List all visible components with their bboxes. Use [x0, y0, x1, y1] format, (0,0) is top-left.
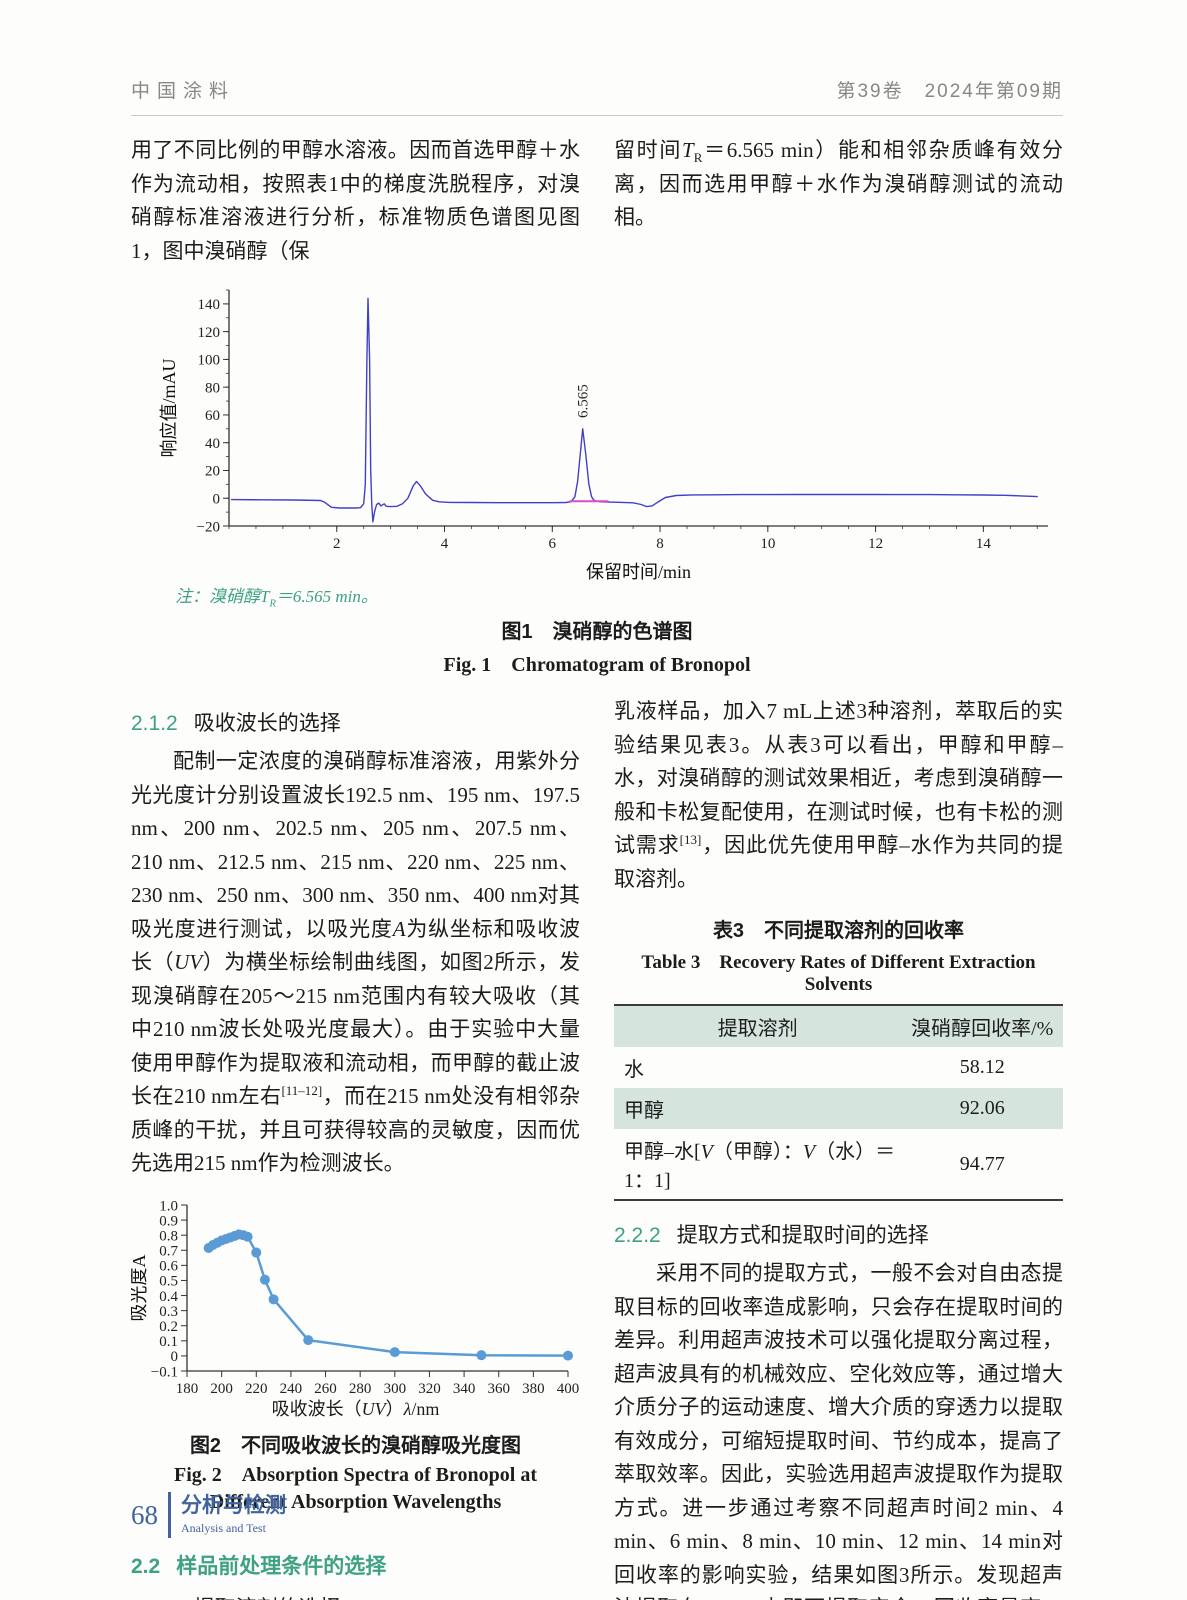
figure-1: −20 0 20 40 60 80 100 120 140 2 4 6 8 10 12 14 保留时间/min 响…	[131, 282, 1063, 677]
page-header: 中国涂料 第39卷 2024年第09期	[131, 0, 1063, 116]
paragraph-right-1: 乳液样品，加入7 mL上述3种溶剂，萃取后的实验结果见表3。从表3可以看出，甲醇…	[614, 699, 1063, 891]
paragraph-2-2-2: 采用不同的提取方式，一般不会对自由态提取目标的回收率造成影响，只会存在提取时间的…	[614, 1261, 1063, 1600]
journal-name: 中国涂料	[131, 81, 236, 102]
right-column: 乳液样品，加入7 mL上述3种溶剂，萃取后的实验结果见表3。从表3可以看出，甲醇…	[614, 695, 1063, 1600]
svg-text:360: 360	[487, 1381, 510, 1397]
section-title: 提取方式和提取时间的选择	[676, 1224, 929, 1247]
footer-section-cn: 分析与检测	[181, 1494, 286, 1518]
svg-text:10: 10	[760, 536, 775, 552]
table-header-row: 提取溶剂 溴硝醇回收率/%	[614, 1005, 1063, 1047]
section-number: 2.2.1	[131, 1597, 178, 1600]
svg-text:300: 300	[384, 1381, 407, 1397]
paragraph-2-1-2: 配制一定浓度的溴硝醇标准溶液，用紫外分光光度计分别设置波长192.5 nm、19…	[131, 749, 581, 1175]
intro-paragraph-left: 用了不同比例的甲醇水溶液。因而首选甲醇＋水作为流动相，按照表1中的梯度洗脱程序，…	[131, 138, 580, 263]
svg-text:200: 200	[210, 1381, 233, 1397]
page-number: 68	[131, 1499, 158, 1530]
svg-text:0.1: 0.1	[159, 1334, 178, 1350]
svg-text:0.9: 0.9	[159, 1213, 178, 1229]
svg-text:1.0: 1.0	[159, 1198, 178, 1214]
svg-text:80: 80	[205, 380, 220, 396]
svg-text:0.7: 0.7	[159, 1243, 178, 1259]
svg-text:0.4: 0.4	[159, 1288, 178, 1304]
svg-text:60: 60	[205, 408, 220, 424]
svg-text:4: 4	[441, 536, 449, 552]
table-row: 水 58.12	[624, 1056, 1005, 1081]
column-header-recovery: 溴硝醇回收率/%	[911, 1018, 1054, 1040]
svg-text:14: 14	[976, 536, 992, 552]
svg-text:2: 2	[333, 536, 341, 552]
svg-text:响应值/mAU: 响应值/mAU	[159, 358, 179, 457]
footer-divider	[168, 1492, 171, 1538]
section-2-1-2-heading: 2.1.2 吸收波长的选择	[131, 707, 580, 737]
section-title: 吸收波长的选择	[193, 712, 341, 735]
svg-text:220: 220	[245, 1381, 267, 1397]
svg-text:6: 6	[549, 536, 557, 552]
table-row: 甲醇–水[V（甲醇）：V（水）＝1：1] 94.77	[624, 1141, 1005, 1192]
svg-text:400: 400	[557, 1381, 580, 1397]
svg-text:280: 280	[349, 1381, 372, 1397]
svg-text:0.3: 0.3	[159, 1303, 178, 1319]
svg-text:180: 180	[176, 1381, 199, 1397]
column-header-solvent: 提取溶剂	[717, 1018, 798, 1040]
svg-text:0: 0	[213, 491, 221, 507]
svg-text:120: 120	[198, 325, 221, 341]
svg-text:−0.1: −0.1	[151, 1364, 178, 1380]
section-title: 样品前处理条件的选择	[176, 1554, 387, 1578]
table3-body: 水 58.12 甲醇 92.06 甲醇–水[V（甲醇）：V（水）＝1：1] 94.77	[614, 1047, 1063, 1200]
figure-2: −0.1 0 0.1 0.2 0.3 0.4 0.5 0.6 0.7 0.8 0.9 1.0 180 20…	[131, 1197, 580, 1516]
figure-2-xlabel: 吸收波长（UV）λ/nm	[271, 1398, 440, 1419]
svg-text:8: 8	[656, 536, 664, 552]
svg-text:12: 12	[868, 536, 883, 552]
svg-text:100: 100	[198, 353, 221, 369]
svg-text:保留时间/min: 保留时间/min	[586, 562, 691, 582]
left-column: 2.1.2 吸收波长的选择 配制一定浓度的溴硝醇标准溶液，用紫外分光光度计分别设置…	[131, 695, 580, 1600]
svg-text:20: 20	[205, 464, 220, 480]
svg-text:0: 0	[171, 1349, 179, 1365]
svg-text:320: 320	[418, 1381, 441, 1397]
section-title: 提取溶剂的选择	[194, 1597, 341, 1600]
svg-text:0.6: 0.6	[159, 1258, 178, 1274]
svg-text:6.565: 6.565	[576, 384, 592, 418]
svg-text:吸光度A: 吸光度A	[131, 1254, 149, 1321]
table-3-caption-cn: 表3 不同提取溶剂的回收率	[712, 920, 965, 942]
section-2-2-1-heading: 2.2.1 提取溶剂的选择	[131, 1592, 580, 1600]
figure-2-caption-en: Fig. 2 Absorption Spectra of Bronopol at…	[174, 1463, 537, 1513]
intro-paragraphs: 用了不同比例的甲醇水溶液。因而首选甲醇＋水作为流动相，按照表1中的梯度洗脱程序，…	[131, 134, 1063, 268]
svg-text:140: 140	[198, 297, 221, 313]
svg-text:40: 40	[205, 436, 220, 452]
svg-text:−20: −20	[197, 519, 220, 535]
section-number: 2.2.2	[614, 1224, 661, 1247]
table-3: 表3 不同提取溶剂的回收率 Table 3 Recovery Rates of …	[614, 914, 1063, 1201]
section-2-2-2-heading: 2.2.2 提取方式和提取时间的选择	[614, 1219, 1063, 1249]
recovery-table: 提取溶剂 溴硝醇回收率/% 水 58.12 甲醇 92.06 甲醇–水[V（甲醇）：V（…	[614, 1004, 1063, 1201]
svg-text:0.2: 0.2	[159, 1318, 178, 1334]
absorption-chart: −0.100.10.20.30.40.50.60.70.80.91.0 180 20…	[131, 1198, 580, 1397]
page-footer: 68 分析与检测 Analysis and Test	[131, 1492, 286, 1538]
table-3-caption-en: Table 3 Recovery Rates of Different Extr…	[641, 952, 1036, 995]
section-2-2-heading: 2.2 样品前处理条件的选择	[131, 1550, 580, 1580]
svg-text:260: 260	[314, 1381, 337, 1397]
intro-paragraph-right: 留时间TR＝6.565 min）能和相邻杂质峰有效分离，因而选用甲醇＋水作为溴硝…	[614, 138, 1064, 229]
chromatogram-chart: −20 0 20 40 60 80 100 120 140 2 4 6 8 10 12 14 保留时间/min 响…	[159, 289, 1048, 582]
footer-section-en: Analysis and Test	[181, 1520, 266, 1535]
table-row: 甲醇 92.06	[614, 1088, 1063, 1129]
svg-text:240: 240	[280, 1381, 303, 1397]
svg-text:0.8: 0.8	[159, 1228, 178, 1244]
section-number: 2.1.2	[131, 712, 178, 735]
figure-1-note: 注：溴硝醇TR＝6.565 min。	[175, 587, 378, 610]
section-number: 2.2	[131, 1554, 161, 1578]
figure-2-caption-cn: 图2 不同吸收波长的溴硝醇吸光度图	[189, 1434, 522, 1457]
figure-1-caption-en: Fig. 1 Chromatogram of Bronopol	[443, 654, 751, 676]
figure-1-caption-cn: 图1 溴硝醇的色谱图	[501, 621, 693, 643]
svg-text:0.5: 0.5	[159, 1273, 178, 1289]
issue-info: 第39卷 2024年第09期	[836, 81, 1063, 102]
svg-text:380: 380	[522, 1381, 545, 1397]
svg-text:340: 340	[453, 1381, 476, 1397]
